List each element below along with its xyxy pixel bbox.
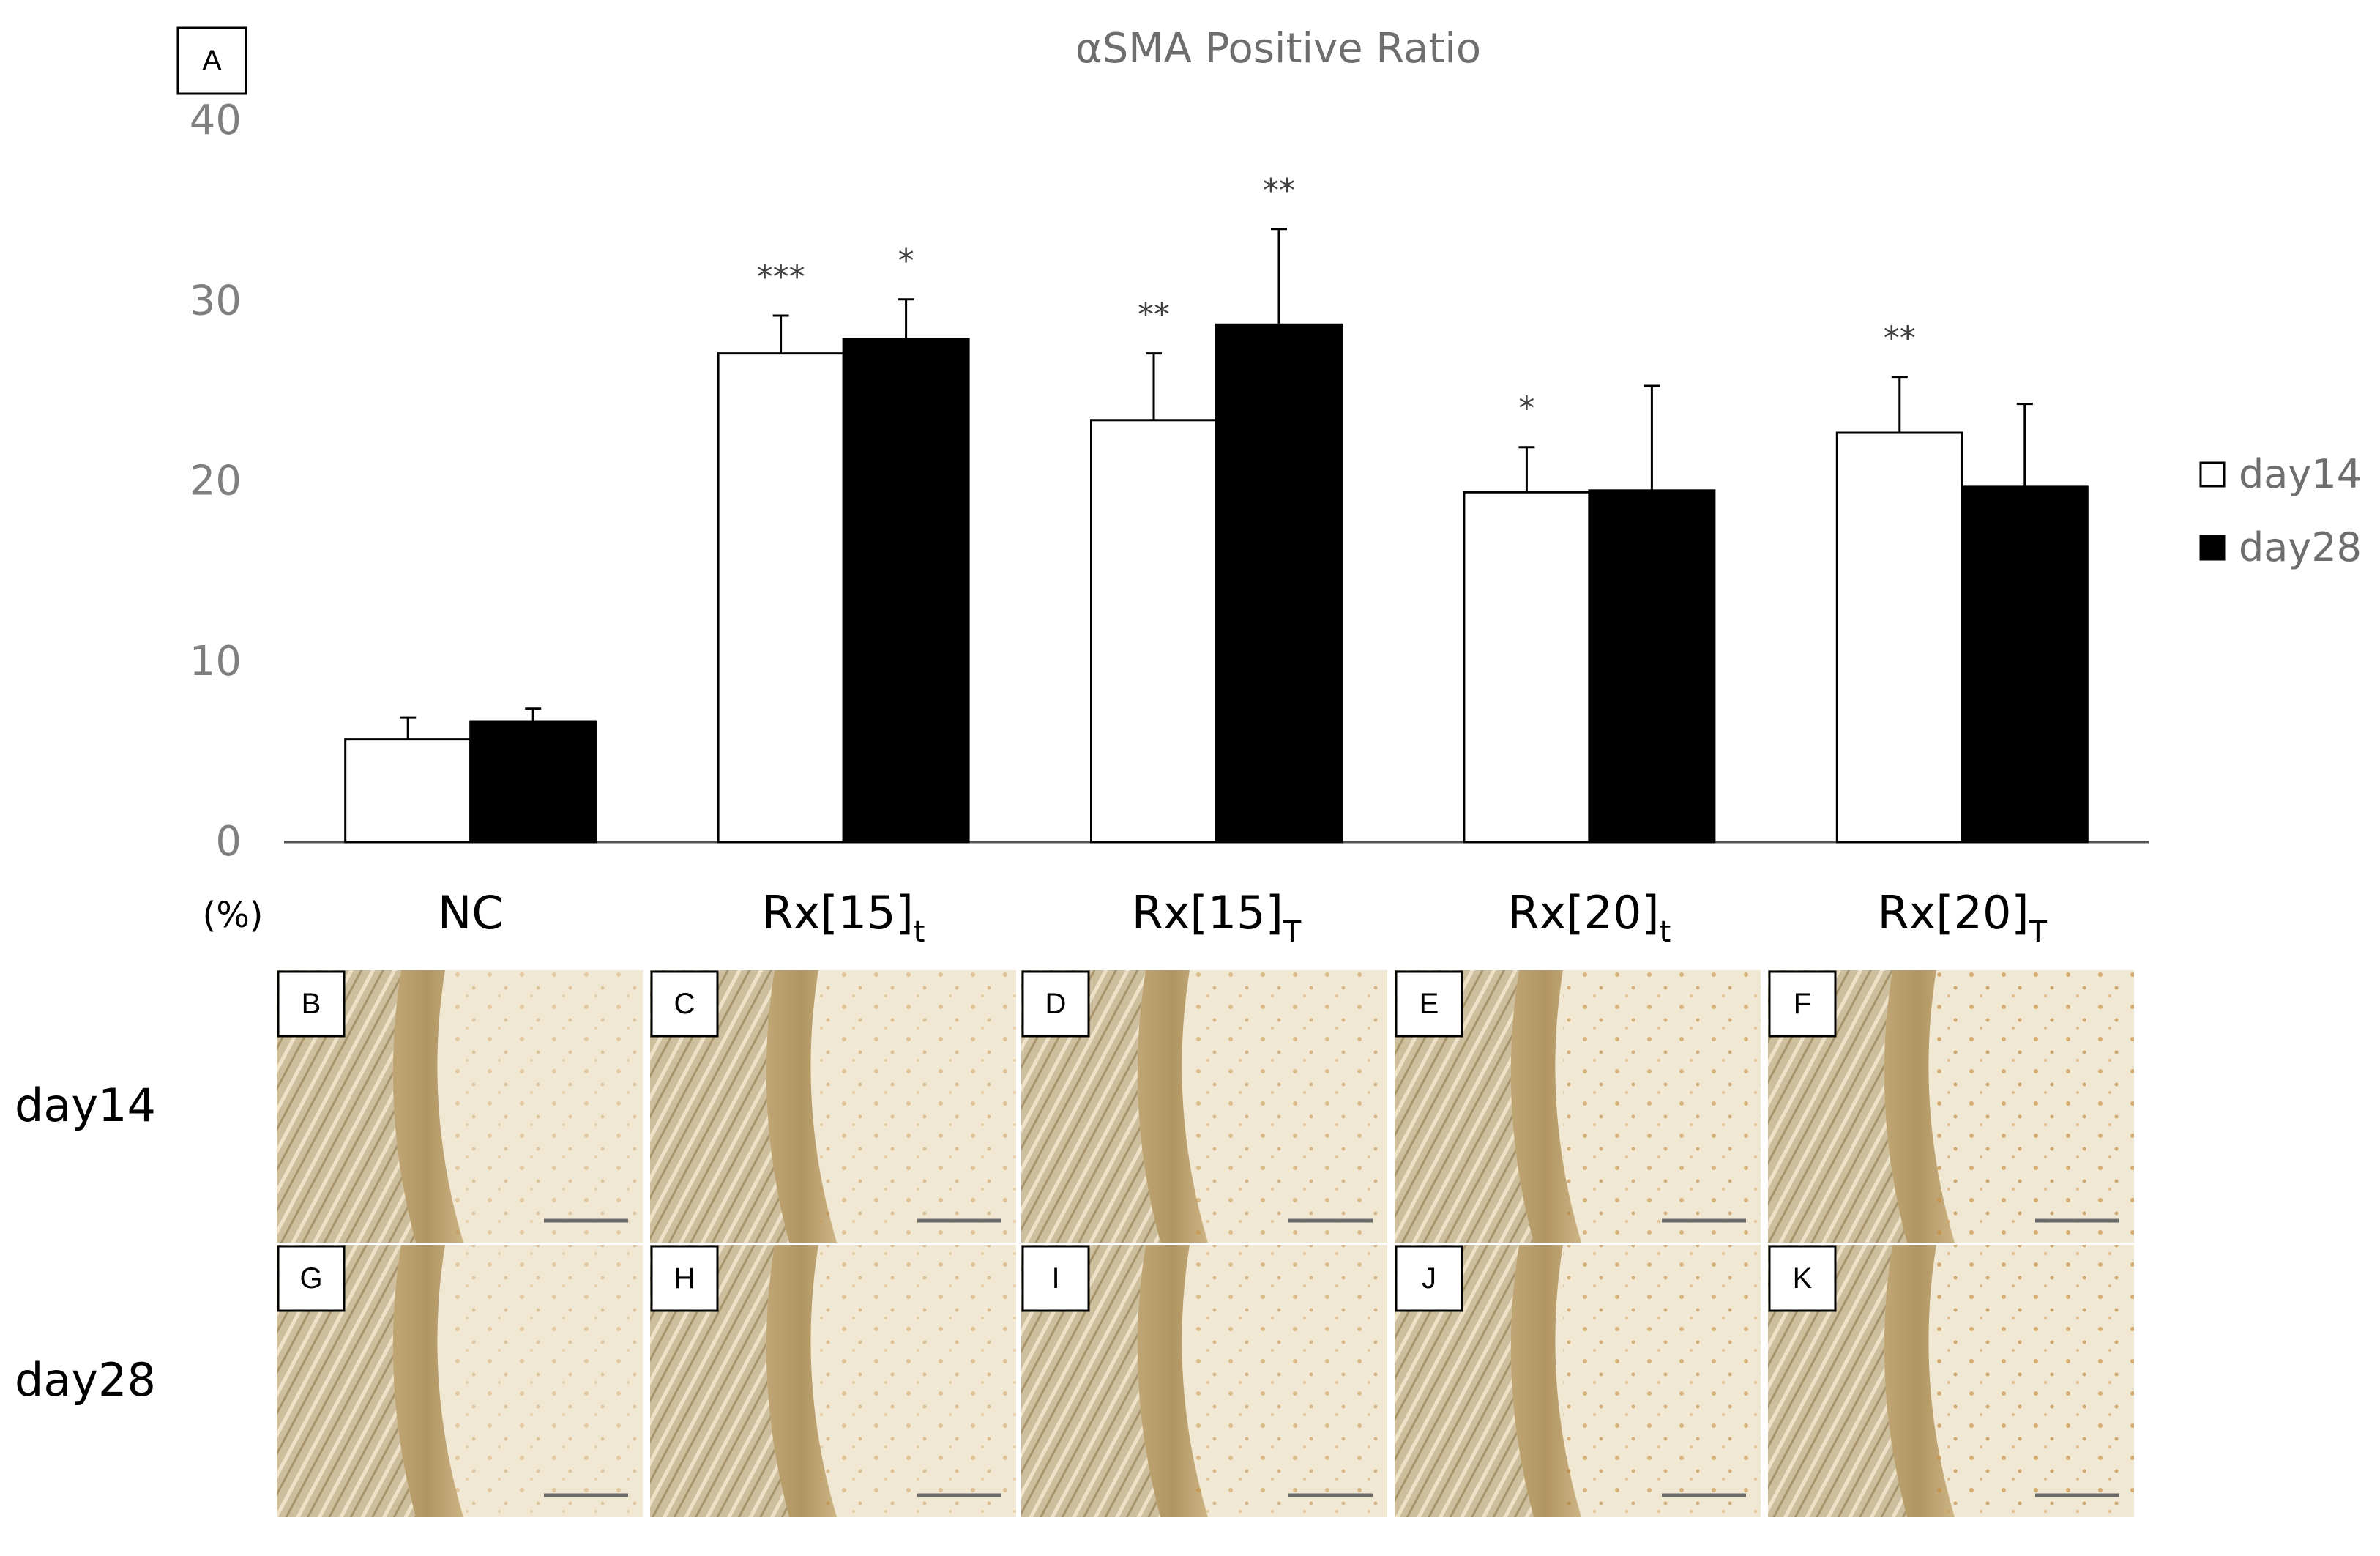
legend: day14 day28 (2199, 451, 2362, 570)
stain-specks (818, 970, 1016, 1243)
significance-mark: ** (1263, 172, 1295, 209)
panel-label-box (650, 1245, 719, 1312)
significance-mark: * (898, 242, 914, 280)
micrograph-panel: B (277, 970, 643, 1243)
fiber-region (1021, 1245, 1160, 1517)
panel-label-box (1395, 970, 1463, 1038)
fiber-region (1395, 970, 1534, 1243)
bar-day14 (1463, 491, 1591, 844)
bars (344, 228, 2089, 844)
bar-day14 (717, 352, 845, 844)
chart-title: αSMA Positive Ratio (1075, 25, 1481, 72)
panel-label-box (1021, 970, 1090, 1038)
micrograph-panel: H (650, 1245, 1016, 1517)
panel-label-box (1021, 1245, 1090, 1312)
bar-day14 (1090, 419, 1217, 844)
fiber-region (650, 1245, 789, 1517)
bar-day28 (1961, 485, 2089, 844)
legend-swatch-day28 (2199, 535, 2226, 561)
micrograph-panel: K (1768, 1245, 2134, 1517)
panel-label: D (1045, 988, 1067, 1020)
x-tick-label: NC (438, 886, 504, 939)
y-tick-label: 0 (215, 818, 242, 866)
row-label-day28: day28 (15, 1353, 156, 1407)
panel-label-box (650, 970, 719, 1038)
row-label-day14: day14 (15, 1079, 156, 1132)
micrograph-panel: J (1395, 1245, 1761, 1517)
fiber-region (1021, 970, 1160, 1243)
panel-label: C (674, 988, 695, 1020)
panel-label: F (1794, 988, 1811, 1020)
x-axis-labels: NC Rx[15]t Rx[15]T Rx[20]t Rx[20]T (438, 886, 2048, 949)
micrograph-panel: E (1395, 970, 1761, 1243)
y-tick-label: 30 (190, 277, 242, 324)
y-tick-label: 10 (190, 638, 242, 685)
fiber-region (277, 1245, 416, 1517)
stain-specks (1563, 1245, 1761, 1517)
micrograph-panel: D (1021, 970, 1387, 1243)
panel-label: G (299, 1262, 322, 1295)
significance-mark: *** (757, 258, 805, 296)
bar-day14 (344, 738, 472, 844)
panel-label-box (277, 1245, 346, 1312)
panel-label: B (302, 988, 321, 1020)
stain-specks (445, 970, 643, 1243)
bar-day14 (1835, 431, 1963, 844)
x-tick-label: Rx[15]T (1132, 886, 1302, 949)
significance-marks: *********** (757, 172, 1916, 428)
fiber-region (1768, 970, 1907, 1243)
fiber-region (1768, 1245, 1907, 1517)
x-tick-label: Rx[20]t (1508, 886, 1671, 949)
svg-text:A: A (202, 45, 222, 77)
significance-mark: ** (1884, 320, 1916, 357)
bar-day28 (1215, 323, 1343, 844)
stain-specks (1190, 1245, 1387, 1517)
bar-day28 (842, 338, 970, 844)
panel-label-box (1768, 1245, 1837, 1312)
bar-day28 (1588, 489, 1716, 844)
bar-day28 (469, 720, 597, 844)
panel-label: K (1793, 1262, 1813, 1295)
stain-specks (818, 1245, 1016, 1517)
y-axis-ticks: 0 10 20 30 40 (190, 97, 242, 866)
fiber-region (1395, 1245, 1534, 1517)
legend-label: day28 (2239, 524, 2362, 570)
stain-specks (1936, 1245, 2134, 1517)
significance-mark: ** (1138, 297, 1170, 334)
legend-swatch-day14 (2199, 461, 2226, 488)
fiber-region (650, 970, 789, 1243)
stain-specks (1190, 970, 1387, 1243)
panel-label: E (1420, 988, 1439, 1020)
stain-specks (1936, 970, 2134, 1243)
y-tick-label: 20 (190, 458, 242, 505)
significance-mark: * (1518, 390, 1534, 428)
panel-label-box (1768, 970, 1837, 1038)
micrograph-panel: F (1768, 970, 2134, 1243)
panel-a-label: A (176, 26, 247, 95)
micrograph-panel: G (277, 1245, 643, 1517)
x-tick-label: Rx[20]T (1878, 886, 2048, 949)
panel-label-box (277, 970, 346, 1038)
panel-label: I (1051, 1262, 1059, 1295)
y-tick-label: 40 (190, 97, 242, 144)
y-unit-label: (%) (202, 895, 263, 936)
micrograph-panel: I (1021, 1245, 1387, 1517)
fiber-region (277, 970, 416, 1243)
panel-label-box (1395, 1245, 1463, 1312)
micrograph-panel: C (650, 970, 1016, 1243)
stain-specks (1563, 970, 1761, 1243)
legend-label: day14 (2239, 451, 2362, 497)
x-tick-label: Rx[15]t (762, 886, 925, 949)
panel-label: J (1422, 1262, 1436, 1295)
panel-label: H (674, 1262, 695, 1295)
stain-specks (445, 1245, 643, 1517)
